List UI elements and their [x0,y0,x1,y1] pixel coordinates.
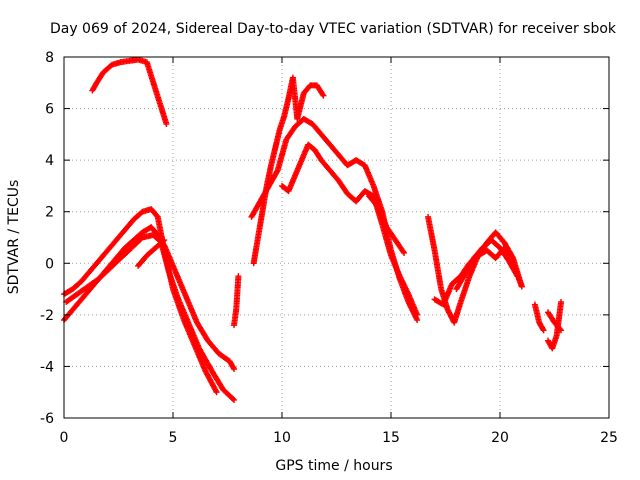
data-point [414,311,421,318]
data-point [513,271,520,278]
x-tick-label: 10 [273,430,291,446]
data-point [235,273,242,280]
data-point [231,396,238,403]
data-point [160,238,167,245]
data-point [558,327,565,334]
y-axis-label: SDTVAR / TECUs [6,180,22,295]
data-point [539,326,546,333]
data-point [518,283,525,290]
chart-title: Day 069 of 2024, Sidereal Day-to-day VTE… [50,21,617,37]
y-tick-label: 2 [45,205,54,221]
series-arc-13 [453,237,521,293]
series-arc-10 [366,193,408,256]
data-point [213,389,220,396]
data-point [514,273,521,280]
y-tick-label: -2 [40,308,54,324]
data-point [414,317,421,324]
x-tick-label: 20 [491,430,509,446]
plot-frame [63,56,610,419]
x-axis-label: GPS time / hours [275,458,392,474]
y-tick-label: 6 [45,102,54,118]
data-points [61,56,565,403]
y-tick-label: -4 [40,359,54,375]
series-arc-12 [431,244,525,308]
y-tick-label: 8 [45,50,54,66]
series-arc-6 [231,273,242,329]
series-arc-14 [531,301,547,334]
data-point [229,395,236,402]
series-arc-5 [135,237,168,269]
axis-ticks: 0 5 10 15 20 25 -6 -4 -2 0 2 4 6 8 [40,50,618,446]
series-arc-7 [250,74,327,267]
x-tick-label: 5 [169,430,178,446]
data-point [320,92,327,99]
y-tick-label: -6 [40,411,54,427]
x-tick-label: 0 [60,430,69,446]
data-point [163,121,170,128]
data-point [319,91,326,98]
data-point [401,249,408,256]
series-arc-11 [425,213,525,326]
data-point [557,326,564,333]
data-point [540,327,547,334]
series-arc-4 [63,231,238,373]
y-tick-label: 0 [45,256,54,272]
x-tick-label: 25 [600,430,618,446]
data-point [400,248,407,255]
y-tick-label: 4 [45,153,54,169]
series-arc-9 [279,141,421,318]
data-point [230,364,237,371]
series-arc-16 [544,309,565,334]
data-point [558,298,565,305]
series-arc-1 [89,56,170,128]
data-point [161,237,168,244]
data-point [273,168,280,175]
x-tick-label: 15 [382,430,400,446]
data-point [231,366,238,373]
series-arc-3 [61,224,238,403]
